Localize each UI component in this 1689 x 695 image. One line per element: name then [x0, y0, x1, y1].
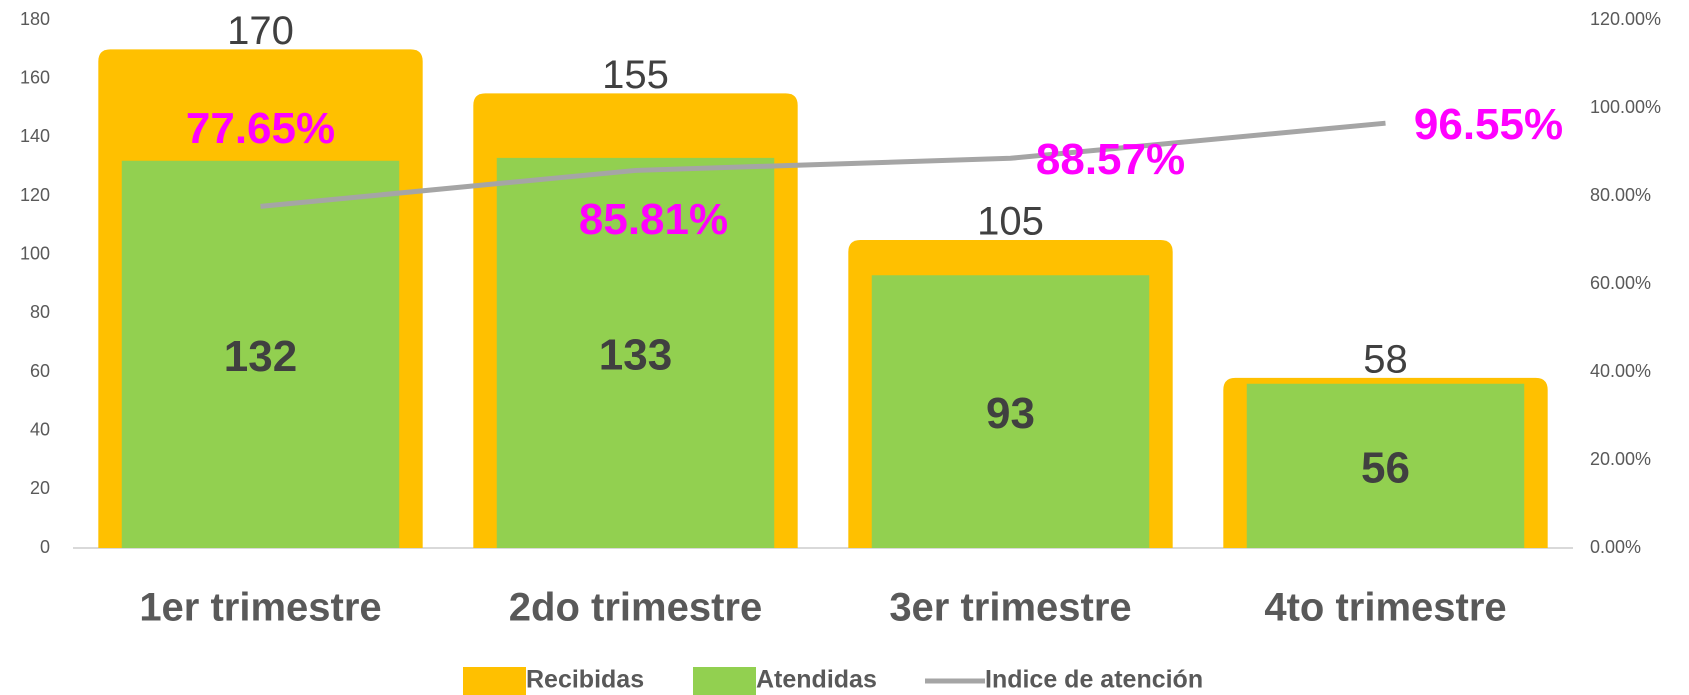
line-label: 88.57%: [1036, 135, 1185, 184]
data-label: 133: [599, 331, 672, 380]
y-tick-label: 100: [20, 243, 50, 263]
y2-tick-label: 20.00%: [1590, 449, 1651, 469]
line-label: 77.65%: [186, 104, 335, 153]
y-tick-label: 40: [30, 419, 50, 439]
legend-label: Indice de atención: [985, 666, 1203, 694]
bar: [871, 275, 1150, 548]
data-label: 58: [1363, 337, 1408, 381]
y2-tick-label: 80.00%: [1590, 185, 1651, 205]
legend-label: Recibidas: [526, 666, 644, 694]
y2-tick-label: 60.00%: [1590, 273, 1651, 293]
y-tick-label: 180: [20, 9, 50, 29]
data-label: 93: [986, 389, 1035, 438]
x-tick-label: 4to trimestre: [1264, 586, 1506, 630]
y-tick-label: 140: [20, 126, 50, 146]
y2-tick-label: 40.00%: [1590, 361, 1651, 381]
y-tick-label: 0: [40, 537, 50, 557]
x-tick-label: 2do trimestre: [509, 586, 762, 630]
y2-tick-label: 120.00%: [1590, 9, 1661, 29]
y-tick-label: 160: [20, 67, 50, 87]
data-label: 56: [1361, 443, 1410, 492]
x-tick-label: 3er trimestre: [889, 586, 1131, 630]
data-label: 170: [227, 9, 294, 53]
bar: [1246, 383, 1525, 548]
y2-tick-label: 0.00%: [1590, 537, 1641, 557]
line-label: 96.55%: [1414, 100, 1563, 149]
y-tick-label: 20: [30, 478, 50, 498]
y-tick-label: 120: [20, 185, 50, 205]
bar: [496, 157, 775, 548]
data-label: 155: [602, 53, 669, 97]
x-tick-label: 1er trimestre: [139, 586, 381, 630]
data-label: 132: [224, 332, 297, 381]
y-tick-label: 60: [30, 361, 50, 381]
line: [260, 120, 1386, 209]
legend-swatch: [463, 667, 526, 695]
data-label: 105: [977, 200, 1044, 244]
bar: [121, 160, 400, 549]
y2-tick-label: 100.00%: [1590, 97, 1661, 117]
legend-label: Atendidas: [756, 666, 877, 694]
legend-swatch: [693, 667, 756, 695]
y-tick-label: 80: [30, 302, 50, 322]
line-label: 85.81%: [579, 195, 728, 244]
